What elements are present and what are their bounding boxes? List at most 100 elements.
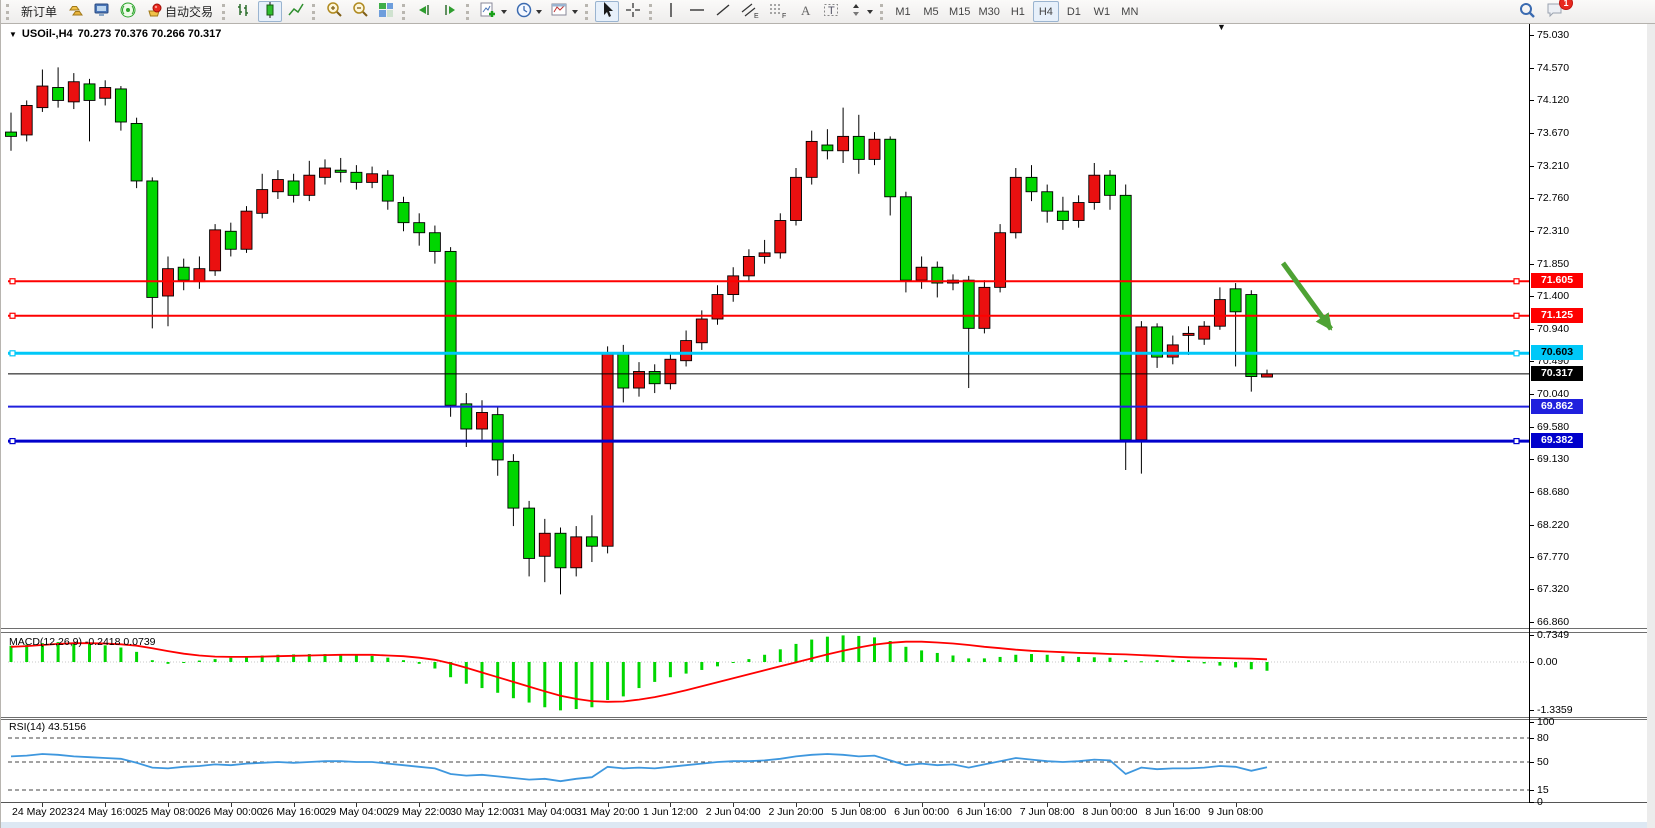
time-axis[interactable]: 24 May 2023 24 May 16:00 25 May 08:00 26 Ma…	[1, 803, 1647, 822]
candle-bearish	[350, 171, 363, 183]
trend-arrow-annotation[interactable]	[1280, 261, 1334, 331]
price-tick-mark	[1529, 622, 1534, 624]
rsi-panel-canvas[interactable]	[1, 720, 1531, 802]
price-tick-label: 71.850	[1537, 257, 1570, 270]
toolbar-grip[interactable]	[6, 3, 12, 20]
candle-bearish	[1119, 194, 1132, 441]
macd-histogram-bar	[590, 662, 594, 708]
line-handle[interactable]	[1513, 350, 1520, 357]
macd-histogram-bar	[794, 643, 798, 662]
toolbar-grip[interactable]	[222, 3, 228, 20]
panel-splitter[interactable]	[1, 628, 1647, 633]
trendline-tool-button[interactable]	[711, 1, 735, 22]
candle-bullish	[303, 174, 316, 196]
line-chart-button[interactable]	[284, 1, 308, 22]
auto-scroll-button[interactable]	[412, 1, 436, 22]
fibonacci-tool-button[interactable]: F	[765, 1, 791, 22]
level-price-badge: 70.603	[1531, 345, 1583, 361]
text-label-icon: T	[822, 1, 840, 22]
price-tick-mark	[1529, 68, 1534, 70]
candle-bullish	[601, 353, 614, 547]
line-handle[interactable]	[9, 350, 16, 357]
price-tick-mark	[1529, 662, 1534, 663]
price-tick-mark	[1529, 295, 1534, 297]
line-handle[interactable]	[1513, 437, 1520, 445]
zoom-out-button[interactable]	[348, 1, 372, 22]
macd-histogram-bar	[213, 659, 217, 662]
timeframe-button-h1[interactable]: H1	[1010, 5, 1025, 18]
chart-shift-button[interactable]	[438, 1, 462, 22]
chart-window: ▼ USOil-,H4 70.273 70.376 70.266 70.317 …	[1, 22, 1655, 828]
timeframe-button-h4[interactable]: H4	[1032, 1, 1059, 22]
timeframe-button-m15[interactable]: M15	[949, 5, 971, 18]
price-tick-label: 68.220	[1537, 518, 1570, 531]
tile-windows-icon	[377, 1, 395, 22]
timeframe-button-d1[interactable]: D1	[1066, 5, 1081, 18]
rsi-line	[10, 753, 1268, 783]
line-handle[interactable]	[9, 278, 16, 285]
ohlc-bars-button[interactable]	[232, 1, 256, 22]
search-button[interactable]	[1515, 1, 1540, 22]
chart-title[interactable]: ▼ USOil-,H4 70.273 70.376 70.266 70.317	[9, 28, 221, 40]
timeframe-button-w1[interactable]: W1	[1093, 5, 1111, 18]
crosshair-tool-button[interactable]	[621, 1, 645, 22]
auto-trading-button[interactable]: 自动交易	[142, 1, 218, 22]
line-handle[interactable]	[9, 437, 16, 445]
candle-bearish	[83, 83, 96, 101]
text-label-tool-button[interactable]: T	[819, 1, 843, 22]
candle-bearish	[5, 131, 17, 137]
macd-histogram-bar	[684, 662, 688, 674]
price-tick-label: 70.940	[1537, 323, 1570, 336]
broadcast-button[interactable]	[116, 1, 140, 22]
candlesticks-button[interactable]	[258, 1, 283, 22]
horizontal-line-tool-button[interactable]	[685, 1, 709, 22]
toolbar-grip[interactable]	[402, 3, 408, 20]
chat-button[interactable]: 1	[1542, 0, 1573, 22]
profiles-button[interactable]	[512, 1, 545, 22]
channel-tool-button[interactable]: E	[737, 1, 763, 22]
toolbar-grip[interactable]	[466, 3, 472, 20]
time-tick-label: 29 May 22:00	[387, 806, 452, 818]
cursor-tool-button[interactable]	[595, 1, 620, 22]
price-tick-mark	[1529, 524, 1534, 526]
timeframe-button-m1[interactable]: M1	[895, 5, 911, 18]
price-tick-mark	[1529, 426, 1534, 428]
toolbar-grip[interactable]	[585, 3, 591, 20]
crosshair-icon	[624, 1, 642, 22]
price-tick-label: 67.770	[1537, 550, 1570, 563]
chart-shift-marker[interactable]: ▼	[1217, 22, 1226, 32]
panel-splitter[interactable]	[1, 717, 1647, 720]
templates-button[interactable]	[547, 1, 581, 22]
ohlc-bars-icon	[235, 1, 253, 22]
line-handle[interactable]	[1513, 312, 1520, 319]
timeframe-button-mn[interactable]: MN	[1121, 5, 1139, 18]
toolbar-grip[interactable]	[312, 3, 318, 20]
price-tick-label: 70.040	[1537, 387, 1570, 400]
arrows-tool-button[interactable]	[845, 1, 876, 22]
deposit-button[interactable]	[64, 1, 88, 22]
text-tool-button[interactable]: A	[793, 1, 817, 22]
vertical-line-tool-button[interactable]	[659, 1, 683, 22]
candle-bullish	[271, 179, 284, 193]
new-order-button[interactable]: 新订单	[16, 1, 62, 22]
toolbar-grip[interactable]	[649, 3, 655, 20]
time-tick-mark	[984, 803, 986, 807]
chart-title-dropdown-icon[interactable]: ▼	[9, 29, 17, 39]
macd-panel-canvas[interactable]	[1, 633, 1531, 717]
price-tick-mark	[1529, 790, 1534, 791]
notification-badge[interactable]: 1	[1559, 0, 1573, 10]
line-handle[interactable]	[1513, 278, 1520, 285]
tile-windows-button[interactable]	[374, 1, 398, 22]
timeframe-button-m5[interactable]: M5	[923, 5, 939, 18]
macd-histogram-bar	[182, 662, 186, 663]
line-handle[interactable]	[9, 312, 16, 319]
terminal-button[interactable]	[90, 1, 114, 22]
price-tick-label: 0.7349	[1537, 629, 1570, 642]
macd-histogram-bar	[245, 656, 248, 662]
main-chart-canvas[interactable]	[1, 24, 1531, 628]
timeframe-button-m30[interactable]: M30	[978, 5, 1000, 18]
zoom-in-button[interactable]	[322, 1, 346, 22]
toolbar-grip[interactable]	[880, 3, 886, 20]
new-chart-button[interactable]	[476, 1, 510, 22]
macd-histogram-bar	[1249, 662, 1253, 670]
